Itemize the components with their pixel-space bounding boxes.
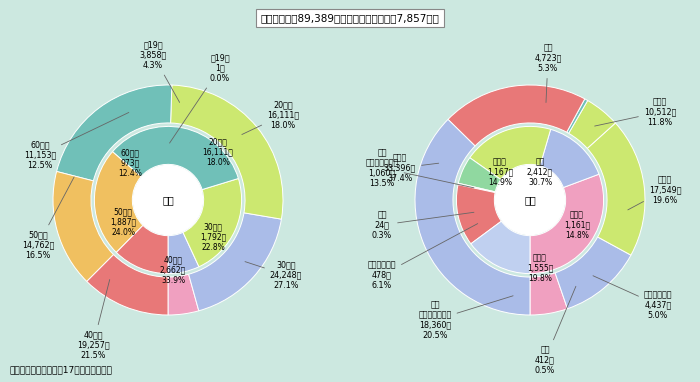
Wedge shape — [458, 158, 500, 192]
Text: 農業
24人
0.3%: 農業 24人 0.3% — [372, 210, 474, 240]
Wedge shape — [53, 172, 113, 282]
Text: 30歳代
24,248人
27.1%: 30歳代 24,248人 27.1% — [245, 260, 302, 290]
Text: 農業
412人
0.5%: 農業 412人 0.5% — [535, 286, 576, 375]
Wedge shape — [116, 225, 168, 274]
Wedge shape — [57, 85, 172, 181]
Text: 会社員
1,555人
19.8%: 会社員 1,555人 19.8% — [527, 253, 553, 283]
Text: 公務員
1,161人
14.8%: 公務員 1,161人 14.8% — [564, 210, 590, 240]
Wedge shape — [555, 237, 631, 309]
Text: 50歳代
14,762人
16.5%: 50歳代 14,762人 16.5% — [22, 177, 74, 260]
Text: 数員
2,412人
30.7%: 数員 2,412人 30.7% — [527, 157, 553, 187]
Wedge shape — [470, 126, 551, 180]
Wedge shape — [183, 178, 242, 267]
Text: 外側：大学（89,389人）　内側：大学院（7,857人）: 外側：大学（89,389人） 内側：大学院（7,857人） — [260, 13, 440, 23]
Wedge shape — [530, 273, 568, 315]
Text: 20歳代
16,111人
18.0%: 20歳代 16,111人 18.0% — [241, 100, 299, 134]
Text: その他
33,396人
37.4%: その他 33,396人 37.4% — [384, 153, 439, 183]
Text: 職業: 職業 — [524, 195, 536, 205]
Text: 個人・自由業
4,437人
5.0%: 個人・自由業 4,437人 5.0% — [593, 276, 672, 320]
Text: ～19歳
1人
0.0%: ～19歳 1人 0.0% — [169, 53, 230, 143]
Wedge shape — [448, 85, 584, 146]
Text: 個人・自由業
478人
6.1%: 個人・自由業 478人 6.1% — [368, 223, 477, 290]
Wedge shape — [113, 126, 239, 189]
Wedge shape — [458, 183, 496, 193]
Wedge shape — [87, 254, 168, 315]
Text: 無職
（主婦を含む）
18,360人
20.5%: 無職 （主婦を含む） 18,360人 20.5% — [419, 296, 513, 340]
Text: 資料：放送大学（平成17年度第２学期）: 資料：放送大学（平成17年度第２学期） — [10, 366, 113, 374]
Text: 60歳～
973人
12.4%: 60歳～ 973人 12.4% — [118, 148, 142, 178]
Text: 30歳代
1,792人
22.8%: 30歳代 1,792人 22.8% — [200, 222, 226, 252]
Text: その他
1,167人
14.9%: その他 1,167人 14.9% — [487, 157, 513, 187]
Wedge shape — [168, 232, 199, 274]
Wedge shape — [568, 100, 615, 149]
Text: 40歳代
2,662人
33.9%: 40歳代 2,662人 33.9% — [160, 255, 186, 285]
Circle shape — [134, 165, 202, 235]
Wedge shape — [456, 185, 501, 244]
Text: 公務員
10,512人
11.8%: 公務員 10,512人 11.8% — [595, 97, 676, 127]
Wedge shape — [471, 221, 530, 274]
Text: ～19歳
3,858人
4.3%: ～19歳 3,858人 4.3% — [139, 40, 180, 102]
Wedge shape — [415, 120, 530, 315]
Text: 無職
（主婦を含む）
1,060人
13.5%: 無職 （主婦を含む） 1,060人 13.5% — [365, 148, 474, 188]
Wedge shape — [530, 174, 603, 274]
Text: 年齢: 年齢 — [162, 195, 174, 205]
Text: 50歳代
1,887人
24.0%: 50歳代 1,887人 24.0% — [110, 207, 136, 237]
Wedge shape — [587, 123, 645, 255]
Text: 60歳～
11,153人
12.5%: 60歳～ 11,153人 12.5% — [24, 112, 129, 170]
Text: 20歳代
16,111人
18.0%: 20歳代 16,111人 18.0% — [202, 137, 233, 167]
Wedge shape — [188, 213, 281, 311]
Text: 40歳代
19,257人
21.5%: 40歳代 19,257人 21.5% — [77, 280, 110, 360]
Wedge shape — [168, 274, 199, 315]
Text: 数員
4,723人
5.3%: 数員 4,723人 5.3% — [534, 43, 561, 102]
Wedge shape — [94, 152, 143, 253]
Wedge shape — [567, 99, 588, 133]
Text: 会社員
17,549人
19.6%: 会社員 17,549人 19.6% — [628, 175, 681, 210]
Circle shape — [496, 165, 564, 235]
Wedge shape — [540, 129, 599, 188]
Wedge shape — [171, 85, 283, 219]
